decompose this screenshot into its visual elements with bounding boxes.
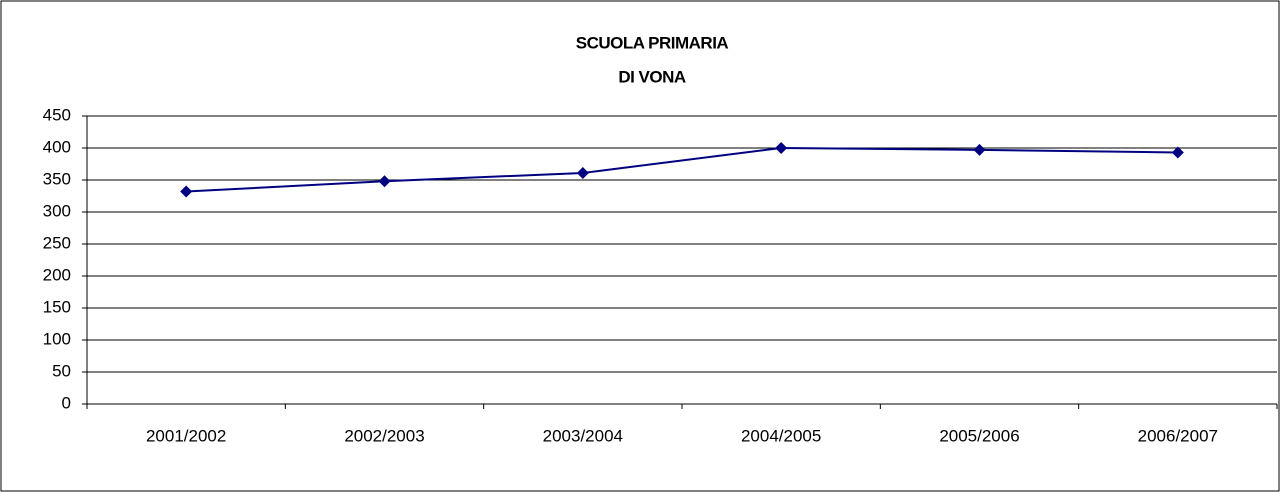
series-line	[186, 146, 1178, 193]
data-point	[973, 143, 986, 156]
y-tick-label: 300	[43, 201, 71, 220]
chart-title: DI VONA	[618, 67, 686, 86]
data-point	[1171, 146, 1184, 159]
y-tick-label: 50	[52, 361, 71, 380]
y-tick-label: 150	[43, 297, 71, 316]
data-point	[180, 185, 193, 198]
x-tick-label: 2002/2003	[344, 426, 424, 445]
y-tick-label: 250	[43, 233, 71, 252]
x-tick-label: 2005/2006	[939, 426, 1019, 445]
data-point	[378, 175, 391, 188]
y-tick-label: 100	[43, 329, 71, 348]
x-tick-label: 2006/2007	[1138, 426, 1218, 445]
x-tick-label: 2004/2005	[741, 426, 821, 445]
y-tick-label: 450	[43, 105, 71, 124]
y-tick-label: 200	[43, 265, 71, 284]
y-tick-label: 0	[62, 393, 71, 412]
y-tick-label: 350	[43, 169, 71, 188]
y-tick-label: 400	[43, 137, 71, 156]
chart-title: SCUOLA PRIMARIA	[576, 33, 729, 52]
data-point	[775, 142, 788, 154]
data-point	[576, 166, 589, 179]
x-tick-label: 2001/2002	[146, 426, 226, 445]
x-tick-label: 2003/2004	[543, 426, 623, 445]
